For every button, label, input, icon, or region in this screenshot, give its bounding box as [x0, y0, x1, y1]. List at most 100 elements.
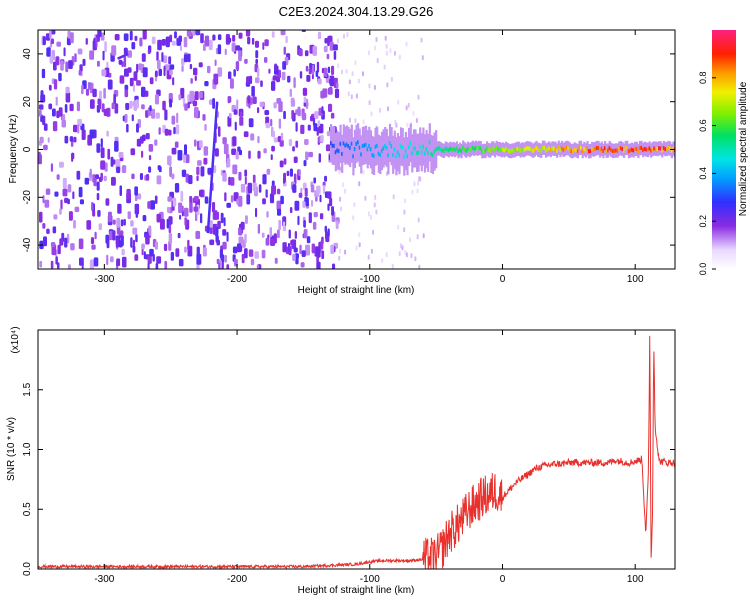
spectrogram-cell — [283, 158, 287, 165]
spectrogram-cell — [194, 91, 199, 101]
spectrogram-cell — [339, 196, 342, 202]
spectrogram-cell — [139, 37, 143, 47]
spectrogram-cell — [106, 130, 109, 137]
spectrogram-cell — [141, 104, 145, 110]
carrier-cell — [538, 148, 541, 153]
spectrogram-cell — [372, 229, 375, 235]
spectrogram-cell — [62, 188, 68, 197]
carrier-cell — [600, 146, 603, 151]
spectrogram-cell — [168, 233, 173, 244]
spectrogram-cell — [318, 153, 321, 163]
x-tick-label: 100 — [627, 574, 644, 585]
spectrogram-cell — [305, 98, 309, 109]
spectrogram-cell — [317, 78, 322, 85]
spectrogram-cell — [368, 100, 371, 106]
spectrogram-cell — [129, 100, 133, 109]
spectrogram-cell — [116, 258, 121, 267]
spectrogram-cell — [260, 80, 263, 87]
spectrogram-cell — [322, 88, 328, 98]
spectrogram-cell — [308, 151, 313, 158]
spectrogram-cell — [357, 78, 360, 84]
spectrogram-cell — [60, 199, 63, 210]
spectrogram-cell — [354, 118, 357, 124]
spectrogram-cell — [120, 219, 124, 227]
spectrogram-cell — [214, 59, 217, 66]
spectrogram-cell — [238, 32, 243, 39]
spectrogram-cell — [136, 138, 142, 147]
spectrogram-cell — [172, 77, 175, 86]
spectrogram-cell — [187, 94, 191, 103]
spectrogram-cell — [271, 185, 276, 195]
spectrogram-cell — [358, 242, 361, 248]
carrier-cell — [670, 149, 673, 153]
spectrogram-cell — [407, 102, 410, 108]
spectrogram-cell — [112, 219, 116, 225]
spectrogram-cell — [188, 175, 193, 185]
spectrogram-cell — [93, 178, 97, 187]
spectrogram-cell — [175, 124, 180, 135]
carrier-cell — [355, 141, 358, 146]
spectrogram-cell — [180, 87, 185, 99]
spectrogram-cell — [193, 196, 199, 202]
carrier-cell — [610, 147, 613, 152]
spectrogram-cell — [72, 191, 75, 200]
carrier-cell — [629, 148, 632, 153]
spectrogram-cell — [370, 111, 373, 117]
carrier-cell — [336, 148, 339, 153]
carrier-cell — [513, 148, 516, 153]
carrier-cell — [552, 146, 556, 151]
carrier-cell — [446, 147, 449, 152]
carrier-cell — [581, 149, 584, 153]
spectrogram-cell — [252, 96, 257, 104]
spectrogram-cell — [186, 30, 192, 37]
spectrogram-cell — [233, 109, 238, 115]
spectrogram-cell — [224, 254, 227, 263]
spectrogram-cell — [255, 40, 259, 48]
spectrogram-cell — [81, 84, 84, 95]
spectrogram-cell — [95, 37, 98, 48]
spectrogram-cell — [100, 138, 103, 148]
spectrogram-cell — [313, 177, 316, 184]
spectrogram-cell — [257, 67, 260, 78]
spectrogram-cell — [150, 200, 155, 210]
spectrogram-cell — [141, 150, 144, 158]
carrier-cell — [409, 141, 412, 146]
spectrogram-cell — [78, 238, 84, 250]
spectrogram-cell — [226, 202, 231, 208]
spectrogram-cell — [247, 36, 251, 45]
spectrogram-cell — [147, 255, 152, 264]
carrier-cell — [373, 153, 376, 158]
carrier-cell — [565, 145, 568, 150]
carrier-cell — [661, 148, 664, 153]
spectrogram-cell — [232, 246, 238, 254]
spectrogram-cell — [147, 49, 151, 55]
spectrogram-cell — [195, 30, 201, 36]
spectrogram-cell — [216, 239, 220, 246]
spectrogram-cell — [276, 200, 282, 211]
carrier-cell — [361, 144, 364, 148]
carrier-cell — [517, 146, 521, 151]
spectrogram-cell — [257, 223, 260, 234]
spectrogram-cell — [245, 30, 251, 37]
spectrogram-cell — [148, 225, 152, 237]
carrier-cell — [615, 148, 618, 153]
carrier-cell — [537, 147, 540, 152]
spectrogram-cell — [127, 211, 131, 220]
carrier-cell — [341, 151, 344, 156]
spectrogram-cell — [92, 210, 96, 217]
spectrogram-cell — [94, 231, 97, 240]
spectrogram-cell — [195, 230, 201, 239]
spectrogram-cell — [317, 120, 321, 127]
spectrogram-cell — [310, 184, 315, 193]
spectrogram-cell — [261, 232, 265, 238]
carrier-cell — [337, 149, 341, 154]
spectrogram-cell — [96, 143, 101, 153]
spectrogram-cell — [196, 253, 202, 265]
spectrogram-x-ticks: -300 -200 -100 0 100 — [94, 30, 644, 285]
carrier-cell — [589, 149, 592, 154]
spectrogram-cell — [190, 78, 193, 84]
spectrogram-cell — [291, 239, 297, 249]
spectrogram-cell — [419, 176, 422, 182]
spectrogram-cell — [265, 122, 270, 129]
y-tick-label: 0.5 — [22, 502, 33, 516]
